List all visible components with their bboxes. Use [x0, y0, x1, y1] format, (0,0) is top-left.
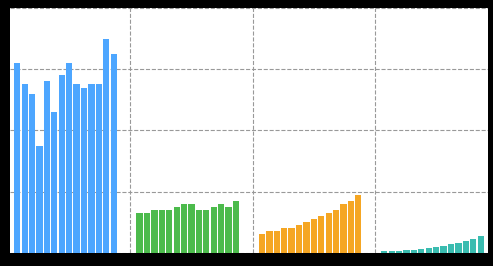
Bar [66, 63, 72, 253]
Bar [159, 210, 165, 253]
Bar [274, 231, 280, 253]
Bar [325, 213, 332, 253]
Bar [303, 222, 310, 253]
Bar [311, 219, 317, 253]
Bar [425, 248, 432, 253]
Bar [418, 249, 424, 253]
Bar [281, 228, 287, 253]
Bar [288, 228, 295, 253]
Bar [348, 201, 354, 253]
Bar [433, 247, 439, 253]
Bar [29, 94, 35, 253]
Bar [103, 39, 109, 253]
Bar [137, 213, 143, 253]
Bar [51, 112, 58, 253]
Bar [411, 250, 417, 253]
Bar [333, 210, 339, 253]
Bar [188, 204, 195, 253]
Bar [174, 207, 180, 253]
Bar [81, 88, 87, 253]
Bar [403, 250, 410, 253]
Bar [478, 236, 484, 253]
Bar [440, 246, 447, 253]
Bar [388, 251, 395, 253]
Bar [181, 204, 187, 253]
Bar [355, 195, 361, 253]
Bar [203, 210, 210, 253]
Bar [218, 204, 224, 253]
Bar [151, 210, 158, 253]
Bar [14, 63, 20, 253]
Bar [470, 239, 476, 253]
Bar [59, 75, 65, 253]
Bar [144, 213, 150, 253]
Bar [44, 81, 50, 253]
Bar [225, 207, 232, 253]
Bar [259, 234, 265, 253]
Bar [233, 201, 239, 253]
Bar [340, 204, 347, 253]
Bar [296, 225, 302, 253]
Bar [88, 85, 95, 253]
Bar [96, 85, 102, 253]
Bar [110, 54, 117, 253]
Bar [462, 241, 469, 253]
Bar [381, 251, 387, 253]
Bar [196, 210, 202, 253]
Bar [396, 251, 402, 253]
Bar [266, 231, 273, 253]
Bar [318, 216, 324, 253]
Bar [211, 207, 217, 253]
Bar [448, 244, 454, 253]
Bar [166, 210, 173, 253]
Bar [36, 146, 43, 253]
Bar [22, 85, 28, 253]
Bar [73, 85, 80, 253]
Bar [455, 243, 461, 253]
